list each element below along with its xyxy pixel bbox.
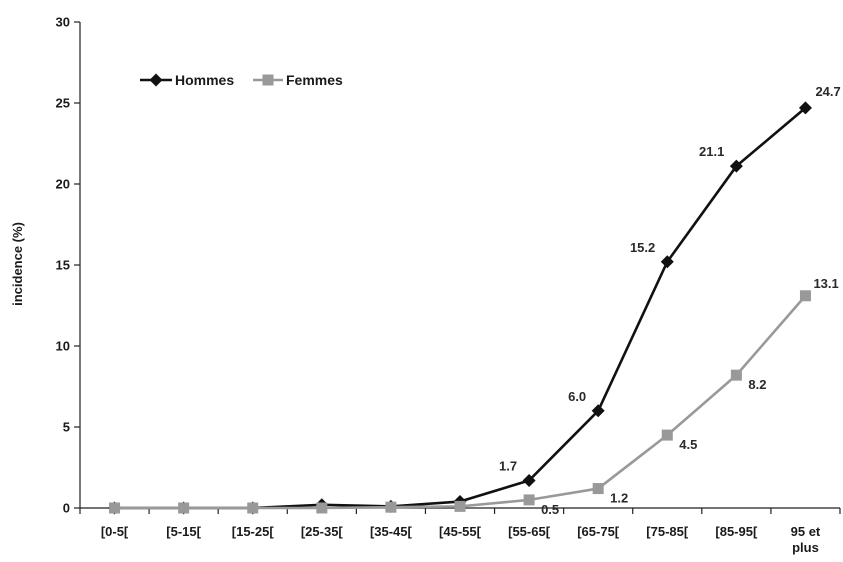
data-label-hommes: 15.2 bbox=[630, 240, 655, 255]
data-label-hommes: 24.7 bbox=[815, 84, 840, 99]
x-tick-label: [45-55[ bbox=[439, 524, 482, 539]
x-tick-label: 95 et plus bbox=[791, 524, 821, 555]
legend-label-femmes: Femmes bbox=[286, 72, 343, 88]
y-tick-label: 25 bbox=[56, 96, 70, 111]
data-label-femmes: 1.2 bbox=[610, 491, 628, 506]
data-label-hommes: 21.1 bbox=[699, 144, 724, 159]
point-femmes bbox=[247, 503, 258, 514]
legend: Hommes Femmes bbox=[140, 72, 343, 88]
point-femmes bbox=[316, 503, 327, 514]
data-labels: 1.7 6.0 15.2 21.1 24.7 0.5 1.2 4.5 8.2 13.1 bbox=[499, 84, 841, 517]
series-line-hommes bbox=[115, 108, 806, 508]
x-tick-label: [15-25[ bbox=[232, 524, 275, 539]
data-label-hommes: 1.7 bbox=[499, 458, 517, 473]
x-tick-label: [5-15[ bbox=[166, 524, 201, 539]
point-femmes bbox=[385, 502, 396, 513]
point-femmes bbox=[109, 503, 120, 514]
data-label-hommes: 6.0 bbox=[568, 389, 586, 404]
point-femmes bbox=[593, 483, 604, 494]
point-femmes bbox=[731, 370, 742, 381]
y-axis-ticks: 0 5 10 15 20 25 30 bbox=[56, 15, 80, 516]
x-tick-label: [75-85[ bbox=[646, 524, 689, 539]
legend-marker-hommes bbox=[150, 74, 163, 87]
data-label-femmes: 0.5 bbox=[541, 502, 559, 517]
x-tick-label: [85-95[ bbox=[715, 524, 758, 539]
point-femmes bbox=[178, 503, 189, 514]
point-femmes bbox=[800, 290, 811, 301]
data-label-femmes: 8.2 bbox=[748, 377, 766, 392]
y-tick-label: 30 bbox=[56, 15, 70, 30]
legend-label-hommes: Hommes bbox=[175, 72, 234, 88]
series-line-femmes bbox=[115, 296, 806, 508]
x-tick-label: [25-35[ bbox=[301, 524, 344, 539]
y-axis-title: incidence (%) bbox=[10, 222, 25, 306]
point-femmes bbox=[524, 494, 535, 505]
series-layer bbox=[108, 101, 812, 514]
axes bbox=[80, 22, 840, 508]
x-axis-ticks: [0-5[ [5-15[ [15-25[ [25-35[ [35-45[ [45-55[ [… bbox=[80, 508, 840, 555]
y-tick-label: 10 bbox=[56, 339, 70, 354]
x-tick-label: [55-65[ bbox=[508, 524, 551, 539]
y-tick-label: 5 bbox=[63, 420, 70, 435]
y-tick-label: 0 bbox=[63, 501, 70, 516]
point-femmes bbox=[455, 501, 466, 512]
y-tick-label: 20 bbox=[56, 177, 70, 192]
x-tick-label: [35-45[ bbox=[370, 524, 413, 539]
data-label-femmes: 4.5 bbox=[679, 437, 697, 452]
x-tick-label: [65-75[ bbox=[577, 524, 620, 539]
legend-marker-femmes bbox=[263, 75, 274, 86]
data-label-femmes: 13.1 bbox=[813, 276, 838, 291]
point-femmes bbox=[662, 430, 673, 441]
x-tick-label: [0-5[ bbox=[101, 524, 129, 539]
y-tick-label: 15 bbox=[56, 258, 70, 273]
